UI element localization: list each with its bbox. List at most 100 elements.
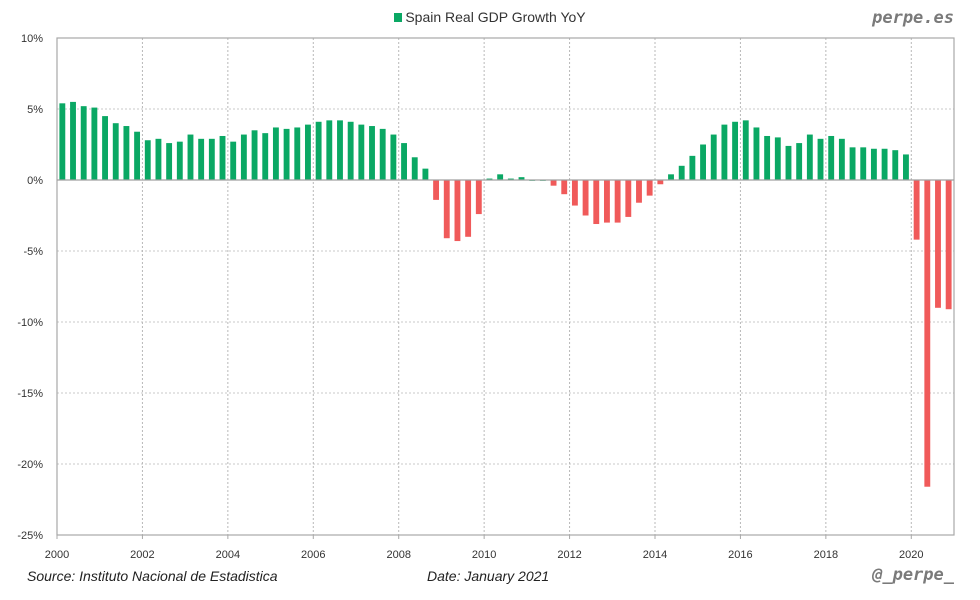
x-tick-label: 2012: [557, 549, 581, 561]
x-tick-label: 2000: [45, 549, 69, 561]
bar-2004Q1: [230, 141, 237, 180]
bar-2017Q4: [817, 138, 824, 180]
x-tick-label: 2018: [814, 549, 838, 561]
grid-lines: [57, 38, 954, 535]
bar-2014Q1: [657, 180, 664, 185]
bar-2008Q4: [433, 180, 440, 200]
source-note: Source: Instituto Nacional de Estadistic…: [27, 568, 278, 584]
bar-2019Q4: [903, 154, 909, 180]
x-tick-label: 2008: [386, 549, 410, 561]
bar-2008Q3: [422, 168, 429, 180]
bar-2015Q1: [700, 144, 706, 180]
legend-label: Spain Real GDP Growth YoY: [405, 9, 586, 25]
bar-2007Q1: [358, 124, 365, 180]
bar-2013Q1: [614, 180, 621, 223]
bar-2005Q2: [283, 128, 290, 180]
bar-2000Q3: [80, 106, 87, 180]
bar-2011Q4: [561, 180, 568, 195]
bar-2007Q3: [379, 128, 386, 180]
y-axis-labels: 10% 5% 0% -5% -10% -15% -20% -25%: [17, 33, 43, 542]
bar-2009Q1: [443, 180, 450, 239]
bar-2019Q1: [870, 148, 877, 180]
bar-2018Q1: [828, 135, 835, 180]
bar-2016Q1: [742, 120, 749, 180]
bar-2007Q4: [390, 134, 397, 180]
bar-2017Q2: [796, 143, 803, 180]
bar-2018Q2: [838, 138, 845, 180]
bar-2002Q4: [176, 141, 183, 180]
bar-2015Q3: [721, 124, 728, 180]
bar-2015Q4: [732, 121, 739, 180]
bar-2016Q3: [764, 135, 771, 180]
x-tick-label: 2010: [472, 549, 496, 561]
y-tick-label: 0%: [27, 175, 43, 187]
bar-2003Q4: [219, 135, 226, 180]
bar-2012Q4: [604, 180, 610, 223]
bar-2013Q3: [636, 180, 642, 203]
author-handle: @_perpe_: [872, 565, 954, 585]
y-tick-label: -15%: [17, 388, 43, 400]
bar-2003Q1: [187, 134, 194, 180]
x-axis-labels: 2000 2002 2004 2006 2008 2010 2012 2014 2016 2018…: [45, 549, 924, 561]
bar-2003Q3: [208, 138, 215, 180]
bar-2005Q3: [294, 127, 301, 180]
y-tick-label: 5%: [27, 104, 43, 116]
bar-2002Q3: [166, 143, 173, 180]
bar-2019Q2: [881, 148, 888, 180]
bar-2004Q3: [251, 130, 258, 180]
bar-2018Q4: [860, 147, 867, 180]
bar-2018Q3: [849, 147, 856, 180]
x-tick-label: 2014: [643, 549, 667, 561]
bars: [59, 101, 952, 487]
bar-2020Q3: [935, 180, 941, 308]
bar-2007Q2: [369, 126, 375, 180]
bar-2008Q1: [401, 143, 407, 180]
y-tick-label: 10%: [21, 33, 43, 45]
x-tick-label: 2016: [728, 549, 752, 561]
bar-2001Q3: [123, 126, 130, 180]
bar-2020Q1: [913, 180, 920, 240]
bar-2016Q2: [753, 127, 760, 180]
bar-2004Q4: [262, 133, 269, 180]
bar-2013Q4: [646, 180, 653, 196]
bar-2009Q3: [465, 180, 472, 237]
bar-2004Q2: [240, 134, 247, 180]
bar-2013Q2: [625, 180, 632, 217]
bar-2009Q4: [475, 180, 482, 215]
bar-2000Q2: [70, 101, 76, 180]
bar-2012Q1: [571, 180, 578, 206]
bar-2006Q1: [315, 121, 322, 180]
y-tick-label: -5%: [23, 246, 43, 258]
bar-2011Q3: [550, 180, 557, 186]
axes: [56, 37, 955, 539]
bar-2020Q2: [924, 180, 931, 487]
bar-2005Q4: [305, 124, 311, 180]
bar-2020Q4: [945, 180, 952, 310]
bar-2012Q2: [582, 180, 589, 216]
bar-2005Q1: [272, 127, 279, 180]
bar-2006Q4: [347, 121, 354, 180]
y-tick-label: -20%: [17, 459, 43, 471]
bar-2001Q2: [112, 123, 119, 180]
y-tick-label: -25%: [17, 530, 43, 542]
chart-legend: Spain Real GDP Growth YoY: [0, 9, 980, 25]
bar-2019Q3: [892, 150, 899, 180]
x-tick-label: 2004: [216, 549, 240, 561]
bar-2014Q3: [678, 165, 685, 180]
date-note: Date: January 2021: [427, 568, 550, 584]
bar-2002Q2: [155, 138, 162, 180]
bar-2017Q3: [806, 134, 813, 180]
bar-2017Q1: [785, 145, 792, 180]
bar-2009Q2: [454, 180, 461, 242]
bar-2014Q2: [668, 174, 674, 180]
bar-2000Q4: [91, 107, 98, 180]
bar-2008Q2: [411, 157, 418, 180]
bar-2016Q4: [774, 137, 781, 180]
bar-2012Q3: [593, 180, 600, 225]
bar-2001Q1: [102, 116, 108, 180]
x-tick-label: 2020: [899, 549, 923, 561]
y-tick-label: -10%: [17, 317, 43, 329]
bar-2006Q3: [337, 120, 343, 180]
x-tick-label: 2002: [130, 549, 154, 561]
